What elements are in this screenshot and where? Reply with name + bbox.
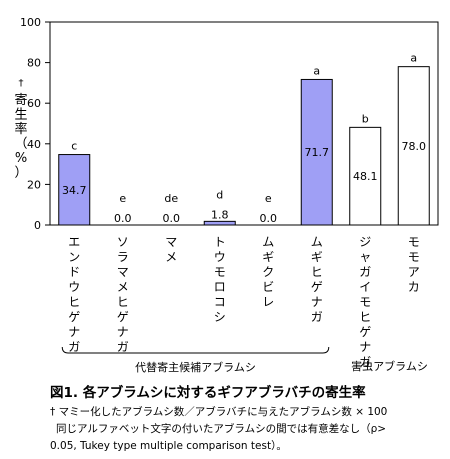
plot-frame <box>49 21 439 226</box>
x-tick-label: ムギクビレ <box>262 235 274 309</box>
x-tick-label: マメ <box>165 235 177 264</box>
significance-letter: b <box>362 112 369 125</box>
x-tick-label: モモアカ <box>408 235 420 294</box>
parasitism-bar-chart: 0 20 40 60 80 100 † 寄生率（%） 34.7 c 0.0 e 0.0 de 1.8 d 0.… <box>14 16 439 374</box>
y-tick-label: 100 <box>20 16 41 29</box>
y-axis-label-mark: † <box>19 78 24 89</box>
bar <box>349 126 382 226</box>
category-groups: 代替寄主候補アブラムシ 害虫アブラムシ <box>61 346 428 374</box>
significance-letter: a <box>313 64 320 77</box>
x-tick-label: エンドウヒゲナガ <box>68 235 80 354</box>
x-tick-label: ジャガイモヒゲナガ <box>359 235 371 369</box>
significance-letter: a <box>410 52 417 65</box>
significance-letter: c <box>71 140 77 153</box>
bar-value-label: 78.0 <box>402 140 427 153</box>
significance-letter: de <box>164 192 178 205</box>
y-tick-label: 40 <box>27 138 41 151</box>
y-tick-label: 60 <box>27 97 41 110</box>
group-label: 害虫アブラムシ <box>351 359 428 373</box>
plot-area <box>49 21 439 226</box>
bar <box>203 220 236 226</box>
caption-note-line-3: 0.05, Tukey type multiple comparison tes… <box>50 440 287 452</box>
caption-note-line-1: † マミー化したアブラムシ数／アブラバチに与えたアブラムシ数 × 100 <box>50 406 388 418</box>
caption-note-line-2: 同じアルファベット文字の付いたアブラムシの間では有意差なし（ρ> <box>56 423 387 435</box>
bars: 34.7 c 0.0 e 0.0 de 1.8 d 0.0 e 71.7 a 48.1 b 78.0 a <box>58 52 430 226</box>
y-axis: 0 20 40 60 80 100 † 寄生率（%） <box>14 16 50 232</box>
group-bracket <box>61 346 330 354</box>
bar-value-label: 0.0 <box>114 212 132 225</box>
figure-caption-title: 図1. 各アブラムシに対するギフアブラバチの寄生率 <box>50 385 366 401</box>
y-axis-label: 寄生率（%） <box>14 92 27 181</box>
significance-letter: e <box>265 192 272 205</box>
bar <box>58 154 91 226</box>
x-tick-label: トウモロコシ <box>214 235 226 324</box>
significance-letter: d <box>216 188 223 201</box>
bar <box>397 66 430 226</box>
bar-value-label: 34.7 <box>62 184 87 197</box>
y-tick-label: 80 <box>27 57 41 70</box>
bar-value-label: 1.8 <box>211 208 229 221</box>
bar-value-label: 0.0 <box>163 212 181 225</box>
x-tick-label: ムギヒゲナガ <box>311 235 323 324</box>
bar-value-label: 48.1 <box>353 170 378 183</box>
x-axis-labels: エンドウヒゲナガ ソラマメヒゲナガ マメ トウモロコシ ムギクビレ ムギヒゲナガ ジャガイモ… <box>68 235 420 369</box>
bar-value-label: 71.7 <box>305 146 330 159</box>
significance-letter: e <box>119 192 126 205</box>
figure-caption-note: † マミー化したアブラムシ数／アブラバチに与えたアブラムシ数 × 100 同じア… <box>50 404 442 455</box>
group-label: 代替寄主候補アブラムシ <box>135 360 256 374</box>
x-tick-label: ソラマメヒゲナガ <box>117 235 129 354</box>
y-tick-label: 20 <box>27 178 41 191</box>
y-tick-label: 0 <box>34 219 41 232</box>
bar <box>300 78 333 226</box>
bar-value-label: 0.0 <box>260 212 278 225</box>
